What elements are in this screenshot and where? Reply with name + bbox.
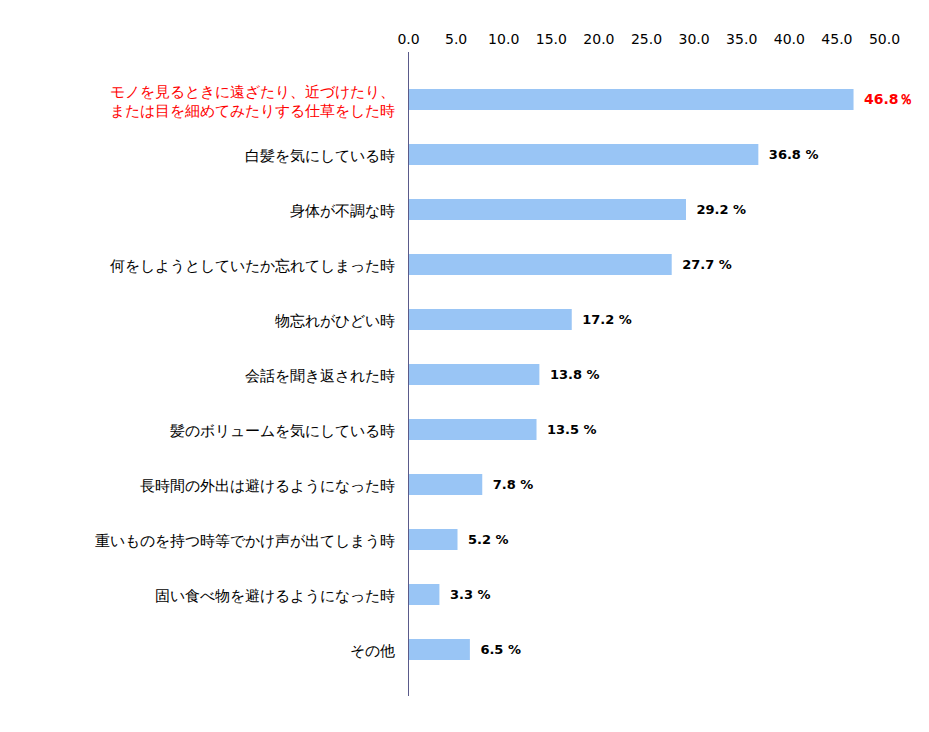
svg-text:29.2 %: 29.2 % bbox=[696, 202, 746, 217]
svg-text:40.0: 40.0 bbox=[774, 31, 805, 47]
svg-text:25.0: 25.0 bbox=[631, 31, 662, 47]
svg-text:身体が不調な時: 身体が不調な時 bbox=[290, 202, 395, 220]
svg-text:固い食べ物を避けるようになった時: 固い食べ物を避けるようになった時 bbox=[155, 587, 395, 605]
svg-text:20.0: 20.0 bbox=[583, 31, 614, 47]
svg-text:13.5 %: 13.5 % bbox=[547, 422, 597, 437]
svg-text:物忘れがひどい時: 物忘れがひどい時 bbox=[275, 312, 395, 330]
svg-text:長時間の外出は避けるようになった時: 長時間の外出は避けるようになった時 bbox=[140, 477, 395, 495]
svg-text:モノを見るときに遠ざたり、近づけたり、または目を細めてみたり: モノを見るときに遠ざたり、近づけたり、または目を細めてみたりする仕草をした時 bbox=[110, 82, 395, 120]
svg-text:白髪を気にしている時: 白髪を気にしている時 bbox=[245, 147, 395, 165]
svg-text:0.0: 0.0 bbox=[397, 31, 419, 47]
svg-text:7.8 %: 7.8 % bbox=[493, 477, 534, 492]
svg-text:17.2 %: 17.2 % bbox=[582, 312, 632, 327]
svg-text:50.0: 50.0 bbox=[869, 31, 900, 47]
svg-text:5.0: 5.0 bbox=[445, 31, 467, 47]
svg-text:10.0: 10.0 bbox=[488, 31, 519, 47]
svg-text:何をしようとしていたか忘れてしまった時: 何をしようとしていたか忘れてしまった時 bbox=[110, 257, 395, 275]
svg-text:13.8 %: 13.8 % bbox=[550, 367, 600, 382]
svg-text:その他: その他 bbox=[350, 642, 395, 660]
svg-text:15.0: 15.0 bbox=[536, 31, 567, 47]
svg-text:5.2 %: 5.2 % bbox=[468, 532, 509, 547]
svg-text:6.5 %: 6.5 % bbox=[480, 642, 521, 657]
svg-text:36.8 %: 36.8 % bbox=[769, 147, 819, 162]
svg-text:46.8％: 46.8％ bbox=[864, 91, 913, 107]
svg-text:髪のボリュームを気にしている時: 髪のボリュームを気にしている時 bbox=[170, 422, 395, 440]
svg-text:35.0: 35.0 bbox=[726, 31, 757, 47]
svg-text:30.0: 30.0 bbox=[679, 31, 710, 47]
svg-text:45.0: 45.0 bbox=[821, 31, 852, 47]
svg-text:3.3 %: 3.3 % bbox=[450, 587, 491, 602]
svg-text:会話を聞き返された時: 会話を聞き返された時 bbox=[245, 367, 395, 385]
svg-text:重いものを持つ時等でかけ声が出てしまう時: 重いものを持つ時等でかけ声が出てしまう時 bbox=[95, 532, 395, 550]
svg-text:27.7 %: 27.7 % bbox=[682, 257, 732, 272]
